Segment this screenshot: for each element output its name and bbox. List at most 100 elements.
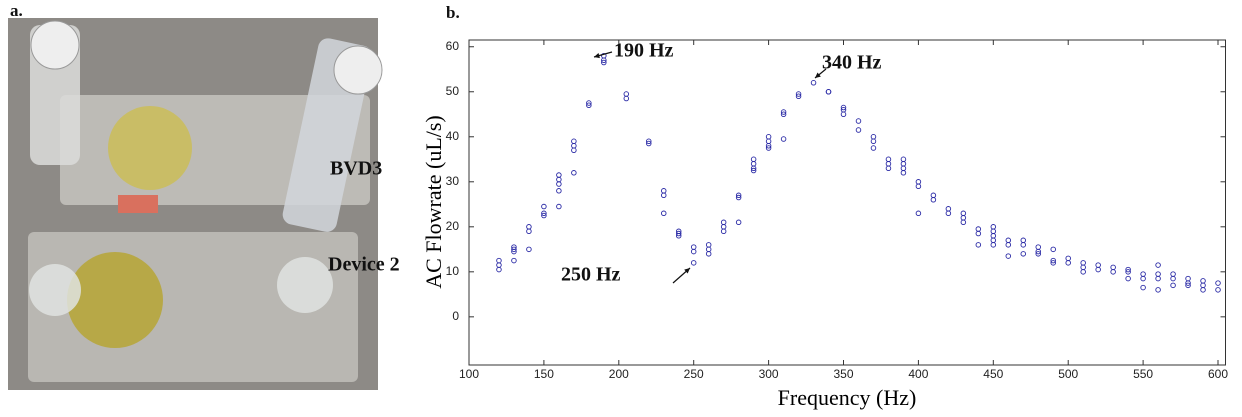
tube [277, 257, 333, 313]
point [930, 192, 937, 199]
point [571, 170, 577, 176]
point [1020, 237, 1027, 244]
point [960, 210, 967, 217]
point [541, 212, 547, 219]
point [1020, 242, 1027, 248]
point [586, 100, 592, 106]
point [735, 194, 742, 201]
plot-frame [468, 39, 1226, 366]
point [1065, 260, 1071, 266]
point [1125, 266, 1131, 273]
point [1005, 237, 1012, 244]
annotation: 190 Hz [614, 40, 674, 62]
point [675, 230, 682, 237]
x-tick-label: 100 [459, 367, 479, 381]
point [720, 219, 727, 226]
point [541, 210, 547, 217]
x-tick-label: 200 [609, 367, 629, 381]
point [870, 134, 877, 140]
point [526, 246, 532, 253]
point [601, 59, 607, 66]
point [1110, 264, 1116, 271]
point [646, 138, 652, 145]
point [1200, 282, 1206, 289]
point [900, 165, 907, 172]
point [930, 197, 937, 203]
tube-end [30, 20, 80, 70]
arrow-head [684, 268, 690, 274]
point [1035, 251, 1041, 257]
y-tick-label: 50 [446, 84, 460, 98]
point [1035, 248, 1041, 255]
point [1155, 262, 1161, 268]
point [511, 246, 517, 253]
point [660, 210, 667, 217]
point [900, 161, 907, 167]
point [511, 248, 517, 255]
x-axis-label: Frequency (Hz) [778, 385, 917, 410]
point [840, 104, 847, 111]
point [855, 127, 862, 133]
point [1095, 262, 1101, 268]
diaphragm [108, 106, 192, 190]
point [556, 203, 562, 210]
point [690, 248, 697, 255]
point [945, 206, 952, 212]
x-tick-label: 300 [759, 367, 779, 381]
point [990, 228, 997, 235]
x-tick-label: 550 [1133, 367, 1153, 381]
point [750, 156, 757, 163]
point [720, 228, 727, 235]
tape [118, 195, 158, 213]
point [1005, 242, 1012, 248]
point [885, 161, 892, 167]
point [1140, 271, 1146, 277]
point [780, 109, 787, 115]
point [795, 93, 802, 100]
point [765, 138, 772, 145]
x-tick-label: 450 [983, 367, 1003, 381]
point [975, 242, 982, 248]
point [526, 228, 532, 235]
point [915, 183, 922, 190]
point [675, 233, 682, 239]
point [750, 161, 757, 167]
point [990, 237, 997, 244]
y-tick-label: 20 [446, 219, 460, 233]
point [496, 257, 502, 264]
point [915, 210, 922, 217]
point [1080, 260, 1086, 266]
tube [29, 264, 81, 316]
point [780, 111, 787, 118]
y-axis-label: AC Flowrate (uL/s) [421, 115, 446, 289]
point [586, 102, 592, 109]
point [1170, 275, 1176, 282]
y-tick-label: 60 [446, 39, 460, 53]
point [960, 219, 967, 226]
point [780, 136, 787, 142]
point [945, 210, 952, 217]
point [511, 257, 517, 264]
point [1050, 260, 1056, 266]
point [975, 226, 982, 232]
point [571, 143, 577, 149]
point [990, 233, 997, 239]
annotation: 250 Hz [561, 264, 621, 286]
x-tick-label: 400 [908, 367, 928, 381]
point [660, 188, 667, 194]
point [1215, 280, 1221, 286]
point [765, 143, 772, 149]
photo: a. BVD3 Device 2 [8, 1, 400, 390]
point [735, 192, 742, 199]
point [1140, 275, 1146, 282]
point [840, 111, 847, 118]
point [1140, 284, 1146, 291]
point [556, 181, 562, 187]
point [960, 215, 967, 221]
point [556, 172, 562, 178]
point [1125, 269, 1131, 275]
point [556, 176, 562, 183]
point [1170, 271, 1176, 277]
point [1200, 278, 1206, 284]
point [1215, 287, 1221, 293]
